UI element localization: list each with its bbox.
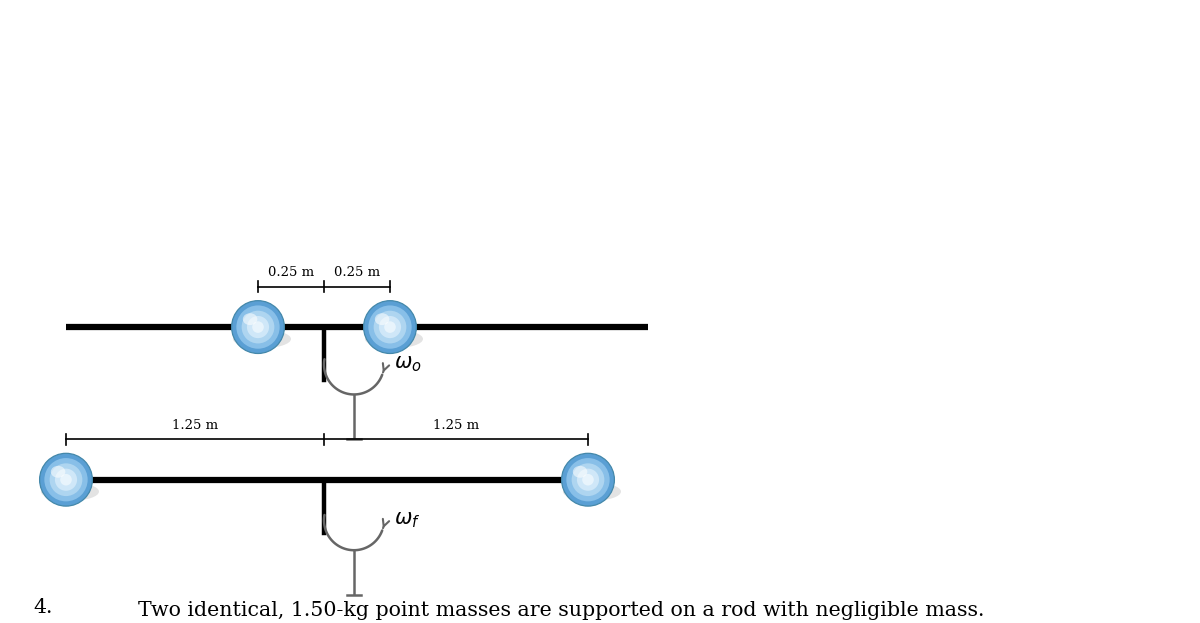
Ellipse shape xyxy=(373,311,407,343)
Text: 0.25 m: 0.25 m xyxy=(268,266,314,279)
Ellipse shape xyxy=(41,482,98,501)
Ellipse shape xyxy=(572,466,587,478)
Text: 1.25 m: 1.25 m xyxy=(433,419,479,432)
Ellipse shape xyxy=(247,316,269,338)
Ellipse shape xyxy=(44,458,88,502)
Ellipse shape xyxy=(365,330,424,348)
Ellipse shape xyxy=(374,313,389,325)
Ellipse shape xyxy=(566,458,610,502)
Ellipse shape xyxy=(577,468,599,491)
Ellipse shape xyxy=(232,301,284,353)
Ellipse shape xyxy=(241,311,275,343)
Ellipse shape xyxy=(252,321,264,333)
Ellipse shape xyxy=(49,464,83,496)
Ellipse shape xyxy=(571,464,605,496)
Ellipse shape xyxy=(563,482,622,501)
Ellipse shape xyxy=(40,454,92,506)
Text: 4.: 4. xyxy=(34,598,53,617)
Text: $\omega_f$: $\omega_f$ xyxy=(394,510,420,530)
Text: Two identical, 1.50-kg point masses are supported on a rod with negligible mass.: Two identical, 1.50-kg point masses are … xyxy=(138,601,984,620)
Text: $\omega_o$: $\omega_o$ xyxy=(394,354,421,374)
Ellipse shape xyxy=(50,466,65,478)
Ellipse shape xyxy=(364,301,416,353)
Ellipse shape xyxy=(60,474,72,485)
Text: 0.25 m: 0.25 m xyxy=(334,266,380,279)
Ellipse shape xyxy=(562,454,614,506)
Ellipse shape xyxy=(236,305,280,349)
Ellipse shape xyxy=(233,330,292,348)
Text: 1.25 m: 1.25 m xyxy=(172,419,218,432)
Ellipse shape xyxy=(368,305,412,349)
Ellipse shape xyxy=(379,316,401,338)
Ellipse shape xyxy=(384,321,396,333)
Ellipse shape xyxy=(242,313,257,325)
Ellipse shape xyxy=(582,474,594,485)
Ellipse shape xyxy=(55,468,77,491)
